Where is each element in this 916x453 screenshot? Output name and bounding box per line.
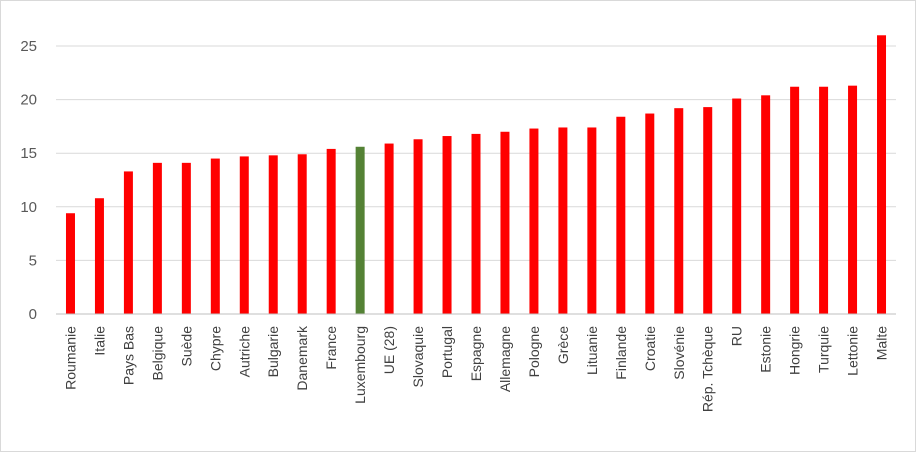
y-tick-label: 5 xyxy=(29,252,37,269)
bar-roumanie xyxy=(65,213,75,314)
bar-finlande xyxy=(616,116,626,314)
bar-allemagne xyxy=(500,131,510,314)
bar-belgique xyxy=(152,162,162,314)
bar-slovaquie xyxy=(413,139,423,314)
x-tick-label: Danemark xyxy=(294,325,310,391)
bar-france xyxy=(326,148,336,314)
y-tick-label: 10 xyxy=(20,199,37,216)
x-tick-label: Rép. Tchèque xyxy=(700,326,716,412)
bar-ue-28 xyxy=(384,143,394,314)
x-tick-label: Grèce xyxy=(555,326,571,364)
bar-italie xyxy=(94,198,104,314)
bar-pays-bas xyxy=(123,171,133,314)
bar-su-de xyxy=(181,162,191,314)
x-tick-label: Pologne xyxy=(526,326,542,378)
bar-bulgarie xyxy=(268,155,278,314)
bar-r-p-tch-que xyxy=(703,107,713,314)
x-tick-label: Autriche xyxy=(236,326,252,378)
bar-danemark xyxy=(297,154,307,314)
bar-chypre xyxy=(210,158,220,314)
x-tick-label: Allemagne xyxy=(497,326,513,392)
bar-pologne xyxy=(529,128,539,314)
x-tick-label: Chypre xyxy=(207,326,223,371)
bar-espagne xyxy=(471,133,481,314)
bar-autriche xyxy=(239,156,249,314)
bar-malte xyxy=(877,35,887,314)
y-tick-label: 20 xyxy=(20,92,37,109)
y-tick-label: 25 xyxy=(20,38,37,55)
x-tick-label: Italie xyxy=(91,326,107,356)
bar-croatie xyxy=(645,113,655,314)
bar-gr-ce xyxy=(558,127,568,314)
x-tick-label: Lituanie xyxy=(584,326,600,375)
bar-turquie xyxy=(819,86,829,315)
y-tick-label: 0 xyxy=(29,306,37,323)
x-tick-label: Hongrie xyxy=(787,326,803,375)
bar-lettonie xyxy=(848,85,858,314)
y-tick-label: 15 xyxy=(20,145,37,162)
x-tick-label: Turquie xyxy=(816,326,832,373)
bar-hongrie xyxy=(790,86,800,315)
x-tick-label: RU xyxy=(729,326,745,346)
x-tick-label: Finlande xyxy=(613,326,629,380)
x-tick-label: Roumanie xyxy=(62,326,78,390)
bar-lituanie xyxy=(587,127,597,314)
x-tick-label: Luxembourg xyxy=(352,326,368,404)
x-tick-label: UE (28) xyxy=(381,326,397,374)
bar-slov-nie xyxy=(674,108,684,315)
x-tick-label: Portugal xyxy=(439,326,455,378)
y-axis-ticks: 0 5 10 15 20 25 xyxy=(20,38,37,323)
bar-portugal xyxy=(442,136,452,314)
x-tick-label: Espagne xyxy=(468,326,484,381)
bar-estonie xyxy=(761,95,771,314)
bar-ru xyxy=(732,98,742,314)
bar-luxembourg xyxy=(355,146,365,314)
x-tick-label: Slovénie xyxy=(671,326,687,380)
bars xyxy=(65,35,887,315)
x-tick-label: Bulgarie xyxy=(265,326,281,378)
x-tick-label: Lettonie xyxy=(845,326,861,376)
x-tick-label: Pays Bas xyxy=(120,326,136,385)
x-tick-label: France xyxy=(323,326,339,370)
x-tick-label: Malte xyxy=(874,326,890,360)
x-tick-label: Belgique xyxy=(149,326,165,381)
x-tick-label: Slovaquie xyxy=(410,326,426,388)
x-tick-label: Estonie xyxy=(758,326,774,373)
x-tick-label: Croatie xyxy=(642,326,658,371)
x-tick-label: Suède xyxy=(178,326,194,367)
x-axis-ticks: Roumanie Italie Pays Bas Belgique Suède Chypr… xyxy=(62,325,889,412)
